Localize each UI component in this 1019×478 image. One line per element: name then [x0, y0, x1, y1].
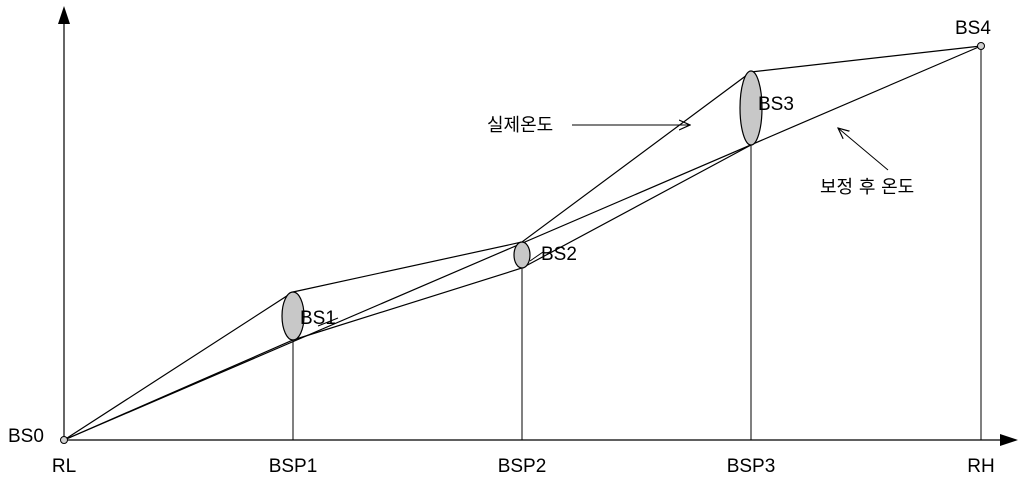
bs4-point: [977, 42, 985, 50]
bs1-error-ellipse: [281, 291, 305, 341]
axis-label-bsp2: BSP2: [498, 456, 547, 477]
bs3-error-ellipse: [739, 70, 763, 146]
bs2-error-ellipse: [513, 241, 531, 269]
point-label-bs1: BS1: [300, 308, 336, 329]
bs1-leader: [317, 317, 339, 327]
point-label-bs2: BS2: [541, 244, 577, 265]
axis-label-bsp3: BSP3: [727, 456, 776, 477]
axis-label-rl: RL: [52, 456, 76, 477]
bs2-leader: [529, 251, 544, 262]
corrected-temp-label: 보정 후 온도: [820, 177, 914, 198]
bs0-point: [60, 436, 68, 444]
y-axis-arrowhead: [58, 6, 70, 24]
x-axis-arrowhead: [1000, 434, 1018, 446]
axis-label-bsp1: BSP1: [269, 456, 318, 477]
corrected-temp-arrow: [838, 128, 889, 171]
actual-temp-line-lower: [63, 144, 752, 441]
axis-label-rh: RH: [967, 456, 994, 477]
point-label-bs4: BS4: [955, 18, 991, 39]
point-label-bs3: BS3: [758, 94, 794, 115]
point-label-bs0: BS0: [8, 426, 44, 447]
actual-temp-label: 실제온도: [487, 115, 553, 136]
